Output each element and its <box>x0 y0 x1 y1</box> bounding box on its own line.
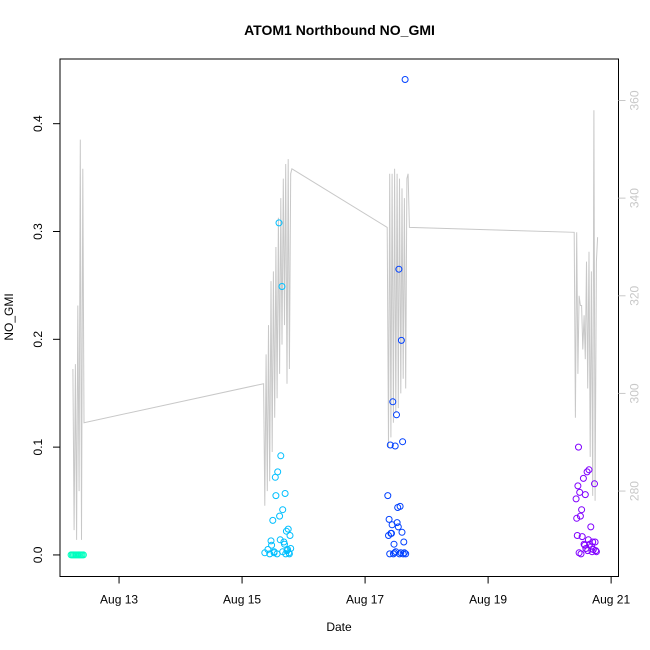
data-point <box>387 529 395 537</box>
data-point <box>583 468 591 476</box>
data-point <box>572 495 580 503</box>
data-point <box>399 438 407 446</box>
y2-tick-label: 320 <box>628 285 642 305</box>
data-point <box>588 548 596 556</box>
data-point <box>267 537 275 545</box>
data-point <box>286 532 294 539</box>
right-axis-line-series <box>72 110 599 540</box>
data-point <box>402 550 410 558</box>
y2-tick-label: 280 <box>628 481 642 501</box>
data-point <box>271 473 279 481</box>
data-point <box>268 541 276 549</box>
y-tick-label: 0.3 <box>31 223 45 240</box>
y-axis: 0.0 0.1 0.2 0.3 0.4 <box>31 115 60 563</box>
data-point <box>401 76 409 83</box>
y2-tick-label: 360 <box>628 90 642 110</box>
data-point <box>386 441 394 449</box>
data-point <box>579 474 587 482</box>
y-tick-label: 0.2 <box>31 331 45 348</box>
data-point <box>275 219 283 227</box>
data-point <box>389 398 397 406</box>
data-point <box>266 550 274 558</box>
data-point <box>282 527 290 535</box>
y2-tick-label: 340 <box>628 188 642 208</box>
data-point <box>398 528 406 536</box>
x-axis: Aug 13 Aug 15 Aug 17 Aug 19 Aug 21 <box>100 576 630 607</box>
data-point <box>394 523 402 531</box>
data-point <box>578 533 586 541</box>
data-point <box>391 442 399 450</box>
data-point <box>282 550 290 558</box>
data-point <box>270 549 278 557</box>
scatter-points <box>67 76 600 559</box>
data-point <box>390 540 398 548</box>
data-point <box>395 265 403 273</box>
data-point <box>393 519 401 527</box>
data-point <box>400 549 408 557</box>
data-point <box>279 506 287 514</box>
data-point <box>584 536 592 544</box>
chart-title: ATOM1 Northbound NO_GMI <box>244 22 435 38</box>
data-point <box>272 492 280 500</box>
data-point <box>576 488 584 496</box>
data-point <box>287 545 295 552</box>
data-point <box>277 452 285 460</box>
data-point <box>581 491 589 499</box>
data-point <box>397 549 405 557</box>
data-point <box>385 515 393 523</box>
data-point <box>396 502 404 510</box>
data-point <box>585 466 593 474</box>
data-point <box>576 512 584 520</box>
y-tick-label: 0.1 <box>31 438 45 455</box>
data-point <box>573 514 581 522</box>
data-point <box>392 548 400 556</box>
data-point <box>400 538 408 546</box>
x-tick-label: Aug 13 <box>100 593 138 607</box>
data-point <box>281 540 288 548</box>
data-point <box>578 506 586 514</box>
data-point <box>573 532 581 539</box>
data-point <box>79 551 87 559</box>
y2-tick-label: 300 <box>628 383 642 403</box>
data-point <box>393 411 400 419</box>
data-point <box>581 541 589 549</box>
data-point <box>574 482 582 490</box>
data-point <box>276 512 284 520</box>
x-tick-label: Aug 17 <box>346 593 384 607</box>
data-point <box>591 480 598 488</box>
data-point <box>587 523 595 531</box>
y-tick-label: 0.4 <box>31 115 45 132</box>
data-point <box>575 549 583 557</box>
right-axis-line <box>72 110 599 540</box>
plot-area-frame <box>59 58 619 577</box>
data-point <box>278 283 286 290</box>
data-point <box>591 538 599 546</box>
data-point <box>264 546 272 553</box>
data-point <box>397 336 405 344</box>
data-point <box>389 550 397 558</box>
data-point <box>276 536 284 544</box>
x-tick-label: Aug 19 <box>469 593 507 607</box>
right-y-axis: 280 300 320 340 360 <box>618 90 642 501</box>
x-tick-label: Aug 15 <box>223 593 261 607</box>
x-axis-label: Date <box>326 620 352 634</box>
data-point <box>281 490 289 497</box>
data-point <box>592 547 600 555</box>
data-point <box>269 516 277 524</box>
data-point <box>384 492 392 500</box>
data-point <box>575 443 582 451</box>
y-tick-label: 0.0 <box>31 546 45 563</box>
x-tick-label: Aug 21 <box>592 593 630 607</box>
data-point <box>386 550 394 558</box>
y-axis-label: NO_GMI <box>2 293 16 340</box>
data-point <box>284 525 292 533</box>
